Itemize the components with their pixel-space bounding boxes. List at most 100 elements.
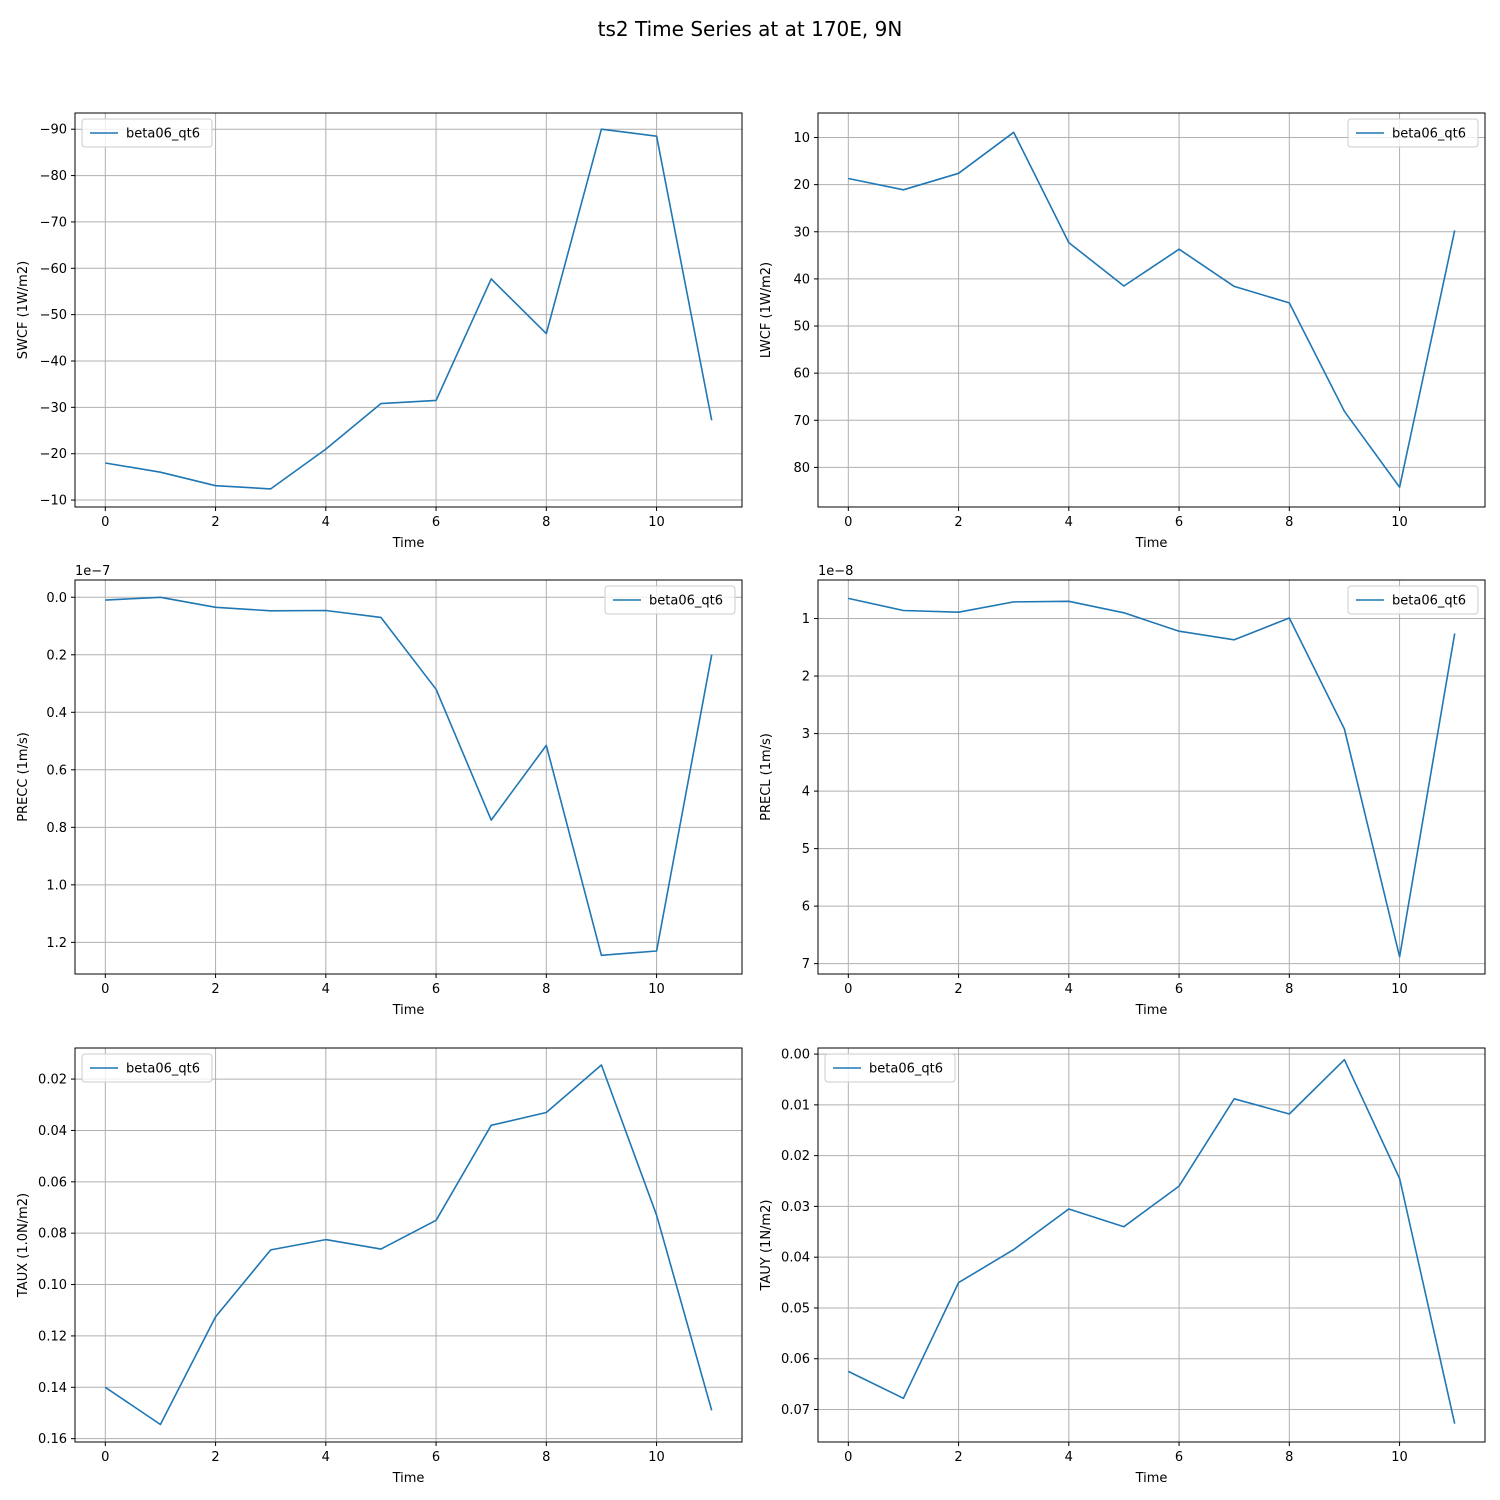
x-tick-label: 2 <box>954 1450 962 1465</box>
x-tick-label: 4 <box>322 1450 330 1465</box>
series-line-precc <box>105 596 713 957</box>
y-tick-label: 60 <box>793 367 810 382</box>
y-offset-text: 1e−8 <box>818 564 853 579</box>
x-tick-label: 10 <box>648 1450 665 1465</box>
x-axis-label: Time <box>392 1471 425 1486</box>
legend: beta06_qt6 <box>1347 118 1479 148</box>
y-tick-label: −50 <box>40 308 67 323</box>
x-tick-label: 8 <box>542 1450 550 1465</box>
subplot-tauy: 0 2 4 6 8 10 0.00 0.01 0.02 0.03 0.04 0.05 0.06 0.07 T… <box>759 1047 1486 1486</box>
axes-frame <box>817 579 1486 975</box>
y-tick-label: 1 <box>802 612 810 627</box>
x-tick-label: 0 <box>844 1450 852 1465</box>
y-axis-label: LWCF (1W/m2) <box>759 262 774 358</box>
legend: beta06_qt6 <box>1347 585 1479 615</box>
series-line-tauy <box>847 1058 1456 1424</box>
y-axis-label: TAUX (1.0N/m2) <box>16 1193 31 1298</box>
y-tick-label: 7 <box>802 957 810 972</box>
y-tick-label: −30 <box>40 401 67 416</box>
x-tick-label: 8 <box>1285 1450 1293 1465</box>
subplots-container: 0 2 4 6 8 10−10−20−30−40−50−60−70−80−90TimeSW… <box>16 112 1486 1486</box>
y-tick-label: 0.4 <box>46 706 67 721</box>
y-tick-label: 5 <box>802 842 810 857</box>
legend-label: beta06_qt6 <box>1392 594 1466 609</box>
x-tick-label: 2 <box>211 515 219 530</box>
y-tick-label: −20 <box>40 447 67 462</box>
y-tick-label: −70 <box>40 215 67 230</box>
y-tick-label: 0.6 <box>46 763 67 778</box>
x-tick-label: 4 <box>1065 1450 1073 1465</box>
x-tick-label: 10 <box>648 982 665 997</box>
y-tick-label: 4 <box>802 785 810 800</box>
legend: beta06_qt6 <box>604 585 736 615</box>
y-tick-label: −40 <box>40 354 67 369</box>
x-tick-label: 6 <box>432 1450 440 1465</box>
series-line-lwcf <box>848 131 1456 489</box>
subplot-precc: 0 2 4 6 8 10 0.0 0.2 0.4 0.6 0.8 1.0 1.2 Time PRECC (1… <box>16 564 743 1018</box>
x-tick-label: 2 <box>954 982 962 997</box>
legend-box <box>1347 118 1479 148</box>
x-tick-label: 6 <box>432 982 440 997</box>
y-tick-label: 0.14 <box>38 1381 67 1396</box>
x-tick-label: 4 <box>322 982 330 997</box>
axes-frame <box>817 112 1486 508</box>
x-tick-label: 0 <box>844 515 852 530</box>
y-offset-text: 1e−7 <box>75 564 110 579</box>
x-tick-label: 2 <box>211 982 219 997</box>
y-tick-label: −90 <box>40 123 67 138</box>
x-axis-label: Time <box>392 1003 425 1018</box>
x-tick-label: 8 <box>542 982 550 997</box>
axes-frame <box>74 112 743 508</box>
y-tick-label: 0.04 <box>38 1124 67 1139</box>
subplot-swcf: 0 2 4 6 8 10 −10 −20 −30 −40 −50 −60 −70 −80 −90 Time SW… <box>16 112 743 551</box>
y-tick-label: 50 <box>793 320 810 335</box>
y-tick-label: 0.8 <box>46 821 67 836</box>
legend-label: beta06_qt6 <box>869 1062 943 1077</box>
y-tick-label: 0.12 <box>38 1329 67 1344</box>
y-tick-label: 1.2 <box>46 936 67 951</box>
legend: beta06_qt6 <box>824 1053 956 1083</box>
figure-title: ts2 Time Series at at 170E, 9N <box>598 17 903 41</box>
subplot-lwcf: 0 2 4 6 8 10 10 20 30 40 50 60 70 80 Time LWCF (1W/m2) b… <box>759 112 1486 551</box>
y-tick-label: 0.02 <box>38 1073 67 1088</box>
axes-frame <box>74 579 743 975</box>
series-line-taux <box>104 1064 713 1426</box>
x-tick-label: 10 <box>1391 1450 1408 1465</box>
y-tick-label: 0.07 <box>781 1403 810 1418</box>
y-tick-label: 2 <box>802 670 810 685</box>
y-tick-label: −10 <box>40 494 67 509</box>
y-tick-label: 0.08 <box>38 1227 67 1242</box>
y-axis-label: PRECC (1m/s) <box>16 732 31 822</box>
x-tick-label: 0 <box>101 1450 109 1465</box>
y-tick-label: 0.10 <box>38 1278 67 1293</box>
x-tick-label: 4 <box>322 515 330 530</box>
legend-label: beta06_qt6 <box>1392 127 1466 142</box>
y-tick-label: 3 <box>802 727 810 742</box>
y-tick-label: 6 <box>802 900 810 915</box>
x-tick-label: 6 <box>1175 1450 1183 1465</box>
series-line-swcf <box>105 128 713 490</box>
x-tick-label: 8 <box>542 515 550 530</box>
x-tick-label: 8 <box>1285 982 1293 997</box>
subplot-taux: 0 2 4 6 8 10 0.02 0.04 0.06 0.08 0.10 0.12 0.14 0.16 T… <box>16 1047 743 1486</box>
y-tick-label: 0.03 <box>781 1200 810 1215</box>
x-tick-label: 4 <box>1065 982 1073 997</box>
x-tick-label: 4 <box>1065 515 1073 530</box>
y-tick-label: 80 <box>793 461 810 476</box>
x-axis-label: Time <box>392 536 425 551</box>
x-tick-label: 0 <box>101 515 109 530</box>
y-tick-label: 0.04 <box>781 1251 810 1266</box>
x-axis-label: Time <box>1135 1471 1168 1486</box>
y-tick-label: 30 <box>793 225 810 240</box>
x-tick-label: 0 <box>844 982 852 997</box>
y-axis-label: SWCF (1W/m2) <box>16 261 31 359</box>
y-tick-label: 0.2 <box>46 648 67 663</box>
y-axis-label: PRECL (1m/s) <box>759 733 774 821</box>
y-axis-label: TAUY (1N/m2) <box>759 1200 774 1292</box>
y-tick-label: −60 <box>40 262 67 277</box>
x-tick-label: 8 <box>1285 515 1293 530</box>
y-tick-label: 0.06 <box>781 1352 810 1367</box>
legend-box <box>1347 585 1479 615</box>
